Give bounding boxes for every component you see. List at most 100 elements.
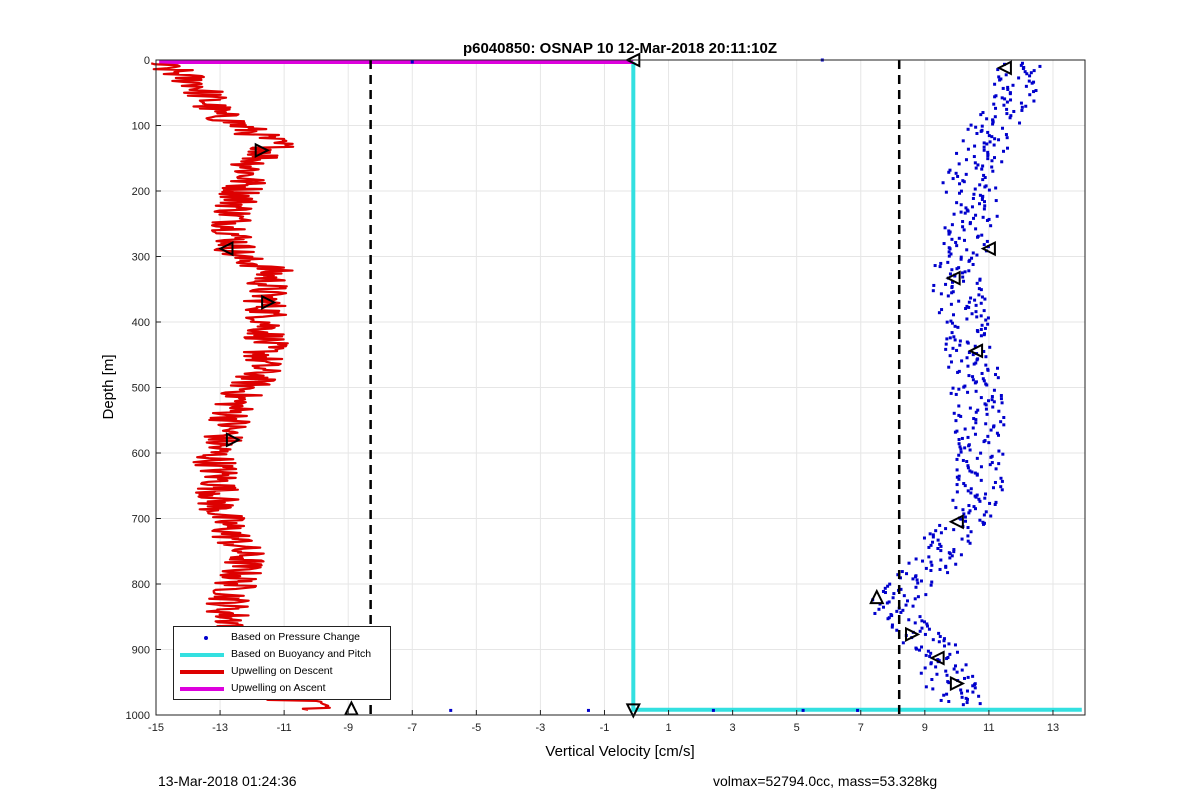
pressure-point (980, 233, 984, 237)
pressure-point (985, 117, 989, 121)
pressure-point (965, 356, 969, 360)
pressure-point (959, 414, 963, 418)
pressure-point (954, 419, 958, 423)
pressure-point (983, 326, 987, 330)
pressure-point (913, 575, 917, 579)
pressure-point (892, 592, 896, 596)
pressure-point (975, 253, 979, 257)
pressure-point (961, 275, 965, 279)
pressure-point (919, 671, 923, 675)
pressure-point (966, 539, 970, 543)
pressure-point (976, 330, 980, 334)
legend-symbol-dot (204, 636, 208, 640)
pressure-point (938, 635, 942, 639)
pressure-point (964, 206, 968, 210)
legend-label: Based on Buoyancy and Pitch (231, 648, 372, 660)
series-line (631, 61, 1082, 712)
pressure-point (949, 391, 953, 395)
pressure-point (975, 281, 979, 285)
pressure-point (993, 480, 997, 484)
x-axis-label: Vertical Velocity [cm/s] (545, 743, 694, 760)
pressure-point (965, 460, 969, 464)
pressure-point (994, 186, 998, 190)
pressure-point (975, 493, 979, 497)
pressure-point (1024, 84, 1028, 88)
pressure-point (990, 398, 994, 402)
pressure-point (979, 451, 983, 455)
pressure-point (967, 374, 971, 378)
pressure-point (960, 691, 964, 695)
y-tick-label: 600 (132, 448, 150, 460)
pressure-point (984, 318, 988, 322)
pressure-point (923, 632, 927, 636)
pressure-point (955, 267, 959, 271)
pressure-point (924, 566, 928, 570)
pressure-point (1023, 70, 1027, 74)
pressure-point (1000, 160, 1004, 164)
pressure-point (945, 337, 949, 341)
pressure-point (951, 177, 955, 181)
pressure-point (1004, 133, 1008, 137)
pressure-point (978, 202, 982, 206)
triangle-marker (945, 270, 961, 286)
pressure-point (957, 236, 961, 240)
pressure-point (953, 643, 957, 647)
pressure-point (1000, 479, 1004, 483)
pressure-point (982, 522, 986, 526)
pressure-point (883, 586, 887, 590)
pressure-point (990, 135, 994, 139)
x-tick-label: -9 (343, 722, 353, 734)
pressure-point (856, 708, 860, 712)
pressure-point (955, 457, 959, 461)
pressure-point (966, 127, 970, 131)
triangle-marker (948, 514, 964, 530)
pressure-point (972, 216, 976, 220)
pressure-point (971, 378, 975, 382)
triangle-marker (929, 650, 945, 666)
pressure-point (1003, 97, 1007, 101)
pressure-point (984, 363, 988, 367)
pressure-point (939, 531, 943, 535)
pressure-point (993, 115, 997, 119)
pressure-point (449, 708, 453, 712)
pressure-point (927, 555, 931, 559)
pressure-point (1020, 61, 1024, 65)
pressure-point (997, 409, 1001, 413)
pressure-point (939, 544, 943, 548)
pressure-point (944, 347, 948, 351)
pressure-point (890, 625, 894, 629)
pressure-point (948, 168, 952, 172)
pressure-point (955, 429, 959, 433)
pressure-point (941, 181, 945, 185)
pressure-point (915, 578, 919, 582)
pressure-point (991, 425, 995, 429)
pressure-point (980, 167, 984, 171)
pressure-point (953, 338, 957, 342)
pressure-point (984, 510, 988, 514)
y-axis-label: Depth [m] (100, 354, 117, 419)
pressure-point (938, 265, 942, 269)
pressure-point (937, 311, 941, 315)
pressure-point (929, 569, 933, 573)
pressure-point (1006, 146, 1010, 150)
pressure-point (1006, 85, 1010, 89)
pressure-point (979, 129, 983, 133)
pressure-point (960, 436, 964, 440)
pressure-point (986, 368, 990, 372)
pressure-point (975, 131, 979, 135)
pressure-point (974, 227, 978, 231)
pressure-point (995, 214, 999, 218)
pressure-point (958, 182, 962, 186)
pressure-point (961, 225, 965, 229)
pressure-point (964, 307, 968, 311)
pressure-point (961, 703, 965, 707)
pressure-point (949, 252, 953, 256)
pressure-point (987, 134, 991, 138)
pressure-point (961, 458, 965, 462)
pressure-point (1005, 100, 1009, 104)
pressure-point (962, 385, 966, 389)
pressure-point (957, 387, 961, 391)
pressure-point (933, 264, 937, 268)
y-tick-label: 1000 (126, 710, 150, 722)
pressure-point (981, 111, 985, 115)
